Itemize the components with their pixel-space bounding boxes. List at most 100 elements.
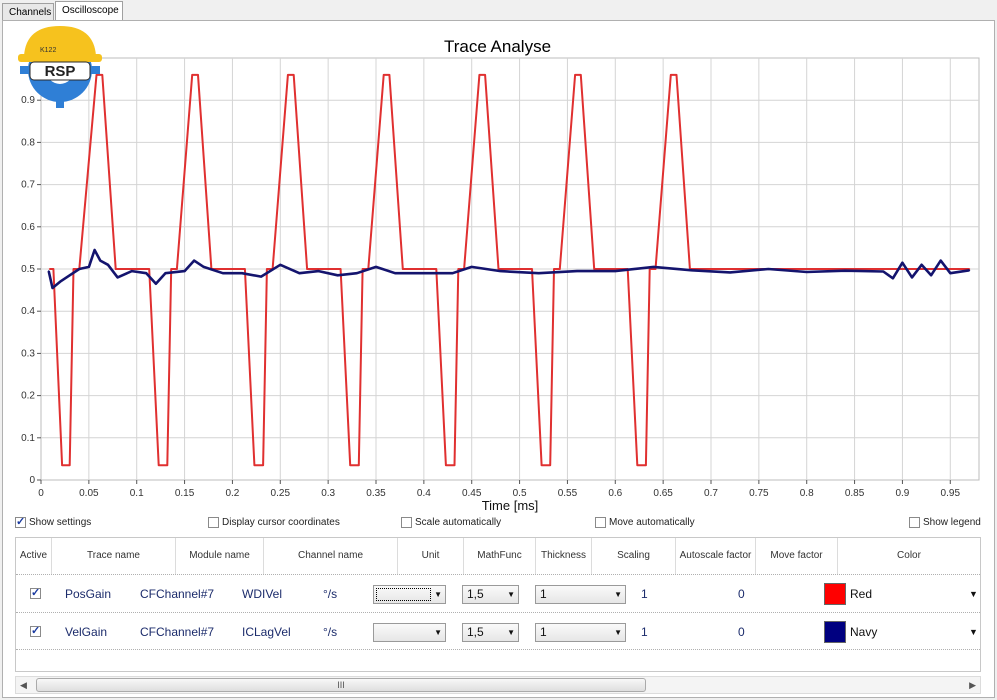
data-point bbox=[930, 274, 932, 277]
data-point bbox=[336, 274, 339, 277]
data-point bbox=[453, 464, 456, 467]
data-point bbox=[135, 268, 138, 270]
tab-channels[interactable]: Channels bbox=[2, 3, 54, 21]
y-tick-label: 0.8 bbox=[21, 137, 35, 148]
y-tick-label: 0.4 bbox=[21, 306, 35, 317]
color-dropdown-icon[interactable]: ▼ bbox=[969, 589, 978, 599]
color-name[interactable]: Red bbox=[850, 587, 873, 601]
scale-auto-label: Scale automatically bbox=[415, 517, 502, 528]
data-point bbox=[430, 268, 433, 270]
data-point bbox=[183, 270, 186, 272]
series-line-velgain bbox=[47, 248, 970, 290]
autoscale-value[interactable]: 0 bbox=[738, 587, 745, 601]
horizontal-scrollbar[interactable]: ◀ III ▶ bbox=[15, 676, 981, 694]
thickness-dropdown[interactable]: 1 ▼ bbox=[535, 585, 626, 604]
move-auto-option[interactable]: Move automatically bbox=[595, 517, 695, 528]
data-point bbox=[729, 271, 731, 274]
display-cursor-checkbox[interactable] bbox=[208, 517, 219, 528]
trace-name: PosGain bbox=[65, 587, 112, 601]
data-point bbox=[423, 268, 425, 270]
module-name: CFChannel#7 bbox=[140, 587, 215, 601]
data-point bbox=[287, 74, 289, 76]
header-autoscale-factor[interactable]: Autoscale factor bbox=[676, 538, 756, 574]
header-trace-name[interactable]: Trace name bbox=[52, 538, 176, 574]
active-checkbox[interactable] bbox=[30, 624, 41, 637]
show-settings-checkbox[interactable] bbox=[15, 515, 26, 528]
display-cursor-option[interactable]: Display cursor coordinates bbox=[208, 517, 340, 528]
scaling-value[interactable]: 1 bbox=[641, 625, 648, 639]
scaling-value[interactable]: 1 bbox=[641, 587, 648, 601]
data-point bbox=[691, 269, 693, 272]
show-legend-checkbox[interactable] bbox=[909, 517, 920, 528]
x-tick-label: 0.7 bbox=[704, 488, 718, 499]
trace-chart[interactable]: 0 0.05 0.1 0.15 0.2 0.25 0.3 0.35 0.4 0.45 0.5 0.55… bbox=[14, 36, 981, 524]
data-point bbox=[145, 272, 148, 274]
data-point bbox=[170, 268, 172, 270]
x-tick-label: 0.15 bbox=[175, 488, 195, 499]
scrollbar-thumb[interactable]: III bbox=[36, 678, 646, 692]
data-point bbox=[402, 268, 404, 270]
channel-name: ICLagVel bbox=[242, 625, 291, 639]
data-point bbox=[949, 272, 952, 274]
data-point bbox=[805, 271, 808, 273]
header-color[interactable]: Color bbox=[897, 550, 921, 561]
data-point bbox=[388, 74, 391, 76]
data-point bbox=[349, 464, 352, 467]
thickness-dropdown[interactable]: 1 ▼ bbox=[535, 623, 626, 642]
data-point bbox=[892, 277, 894, 280]
data-point bbox=[526, 268, 528, 270]
data-point bbox=[61, 464, 63, 467]
data-point bbox=[312, 268, 314, 270]
header-unit[interactable]: Unit bbox=[398, 538, 464, 574]
header-module-name[interactable]: Module name bbox=[176, 538, 264, 574]
autoscale-value[interactable]: 0 bbox=[738, 625, 745, 639]
data-point bbox=[231, 268, 234, 270]
data-point bbox=[166, 464, 169, 467]
header-move-factor[interactable]: Move factor bbox=[756, 538, 838, 574]
mathfunc-dropdown[interactable]: 1,5 ▼ bbox=[462, 585, 519, 604]
y-tick-label: 0.5 bbox=[21, 264, 35, 275]
mathfunc-dropdown[interactable]: 1,5 ▼ bbox=[462, 623, 519, 642]
data-point bbox=[654, 268, 657, 270]
move-auto-checkbox[interactable] bbox=[595, 517, 606, 528]
chevron-down-icon: ▼ bbox=[614, 590, 622, 599]
data-point bbox=[882, 270, 885, 273]
data-point bbox=[497, 268, 500, 270]
show-settings-option[interactable]: Show settings bbox=[15, 515, 91, 528]
module-name: CFChannel#7 bbox=[140, 625, 215, 639]
scale-auto-option[interactable]: Scale automatically bbox=[401, 517, 501, 528]
y-tick-label: 0 bbox=[29, 475, 35, 486]
data-point bbox=[478, 74, 481, 76]
header-active[interactable]: Active bbox=[16, 538, 52, 574]
data-point bbox=[176, 268, 178, 270]
data-point bbox=[88, 266, 90, 268]
chevron-down-icon: ▼ bbox=[614, 628, 622, 637]
chevron-down-icon: ▼ bbox=[507, 628, 515, 637]
header-scaling[interactable]: Scaling bbox=[592, 538, 676, 574]
table-row[interactable]: VelGain CFChannel#7 ICLagVel °/s ▼ 1,5▼ … bbox=[16, 612, 980, 650]
scale-auto-checkbox[interactable] bbox=[401, 517, 412, 528]
table-row[interactable]: PosGain CFChannel#7 WDIVel °/s ▼ 1,5▼ 1▼… bbox=[16, 574, 980, 612]
data-point bbox=[279, 264, 282, 266]
x-tick-label: 0.4 bbox=[417, 488, 431, 499]
color-name[interactable]: Navy bbox=[850, 625, 878, 639]
show-legend-option[interactable]: Show legend bbox=[909, 517, 981, 528]
tab-oscilloscope[interactable]: Oscilloscope bbox=[55, 1, 123, 22]
data-point bbox=[131, 270, 133, 272]
x-tick-label: 0.85 bbox=[845, 488, 865, 499]
data-point bbox=[518, 268, 521, 270]
scroll-left-icon[interactable]: ◀ bbox=[20, 680, 27, 690]
data-point bbox=[767, 268, 770, 270]
unit-dropdown[interactable]: ▼ bbox=[373, 585, 446, 604]
color-dropdown-icon[interactable]: ▼ bbox=[969, 627, 978, 637]
scroll-right-icon[interactable]: ▶ bbox=[969, 680, 976, 690]
active-checkbox[interactable] bbox=[30, 586, 41, 599]
x-tick-label: 0.25 bbox=[271, 488, 291, 499]
data-point bbox=[155, 283, 157, 285]
unit-dropdown[interactable]: ▼ bbox=[373, 623, 446, 642]
header-thickness[interactable]: Thickness bbox=[536, 538, 592, 574]
header-channel-name[interactable]: Channel name bbox=[264, 538, 398, 574]
header-mathfunc[interactable]: MathFunc bbox=[464, 538, 536, 574]
data-point bbox=[503, 268, 506, 270]
data-point bbox=[356, 272, 358, 274]
